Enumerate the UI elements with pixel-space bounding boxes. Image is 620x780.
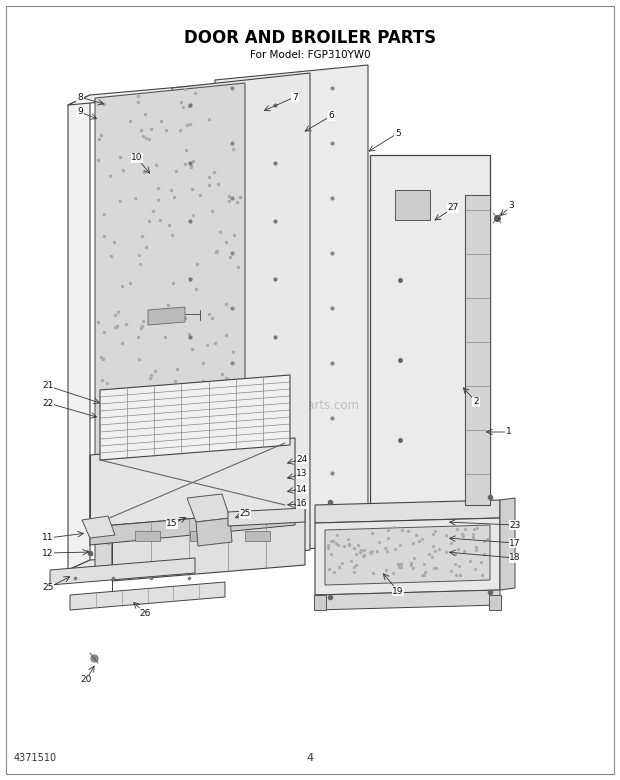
Text: 10: 10 [131,154,143,162]
Polygon shape [82,516,115,538]
Polygon shape [90,510,295,545]
Text: 11: 11 [42,534,54,543]
Text: 15: 15 [166,519,178,529]
Text: 3: 3 [508,201,514,211]
Polygon shape [68,548,260,570]
Polygon shape [489,595,501,610]
Text: DOOR AND BROILER PARTS: DOOR AND BROILER PARTS [184,29,436,47]
Polygon shape [148,307,185,325]
Text: 2: 2 [473,398,479,406]
Polygon shape [172,73,310,565]
Text: 20: 20 [81,675,92,685]
Text: 14: 14 [296,484,308,494]
Polygon shape [314,595,326,610]
Polygon shape [187,494,230,522]
Text: 21: 21 [42,381,54,391]
Text: 8: 8 [77,93,83,101]
Text: 13: 13 [296,470,308,478]
Polygon shape [395,190,430,220]
Text: 4371510: 4371510 [14,753,57,763]
Polygon shape [245,531,270,541]
Polygon shape [215,65,368,558]
Text: For Model: FGP310YW0: For Model: FGP310YW0 [250,50,370,60]
Polygon shape [68,80,260,105]
Polygon shape [68,95,90,570]
Text: 22: 22 [42,399,53,407]
Text: 9: 9 [77,108,83,116]
Polygon shape [315,500,500,523]
Text: 6: 6 [328,112,334,120]
Text: 25: 25 [239,509,250,519]
Text: 7: 7 [292,93,298,101]
Polygon shape [315,590,500,610]
Polygon shape [90,438,295,527]
Text: 18: 18 [509,554,521,562]
Polygon shape [135,531,160,541]
Polygon shape [50,558,195,585]
Polygon shape [100,375,290,460]
Polygon shape [370,155,490,555]
Text: 23: 23 [509,520,521,530]
Polygon shape [500,498,515,590]
Text: 5: 5 [395,129,401,137]
Polygon shape [228,508,305,526]
Text: 17: 17 [509,538,521,548]
Text: 27: 27 [447,204,459,212]
Polygon shape [325,525,490,585]
Text: 19: 19 [392,587,404,595]
Text: 16: 16 [296,499,308,509]
Text: 1: 1 [506,427,512,437]
Polygon shape [315,518,500,595]
Text: 24: 24 [296,455,308,463]
Text: 26: 26 [140,608,151,618]
Text: ReplacementParts.com: ReplacementParts.com [223,399,360,412]
Text: 4: 4 [306,753,314,763]
Polygon shape [95,83,245,567]
Polygon shape [70,582,225,610]
Polygon shape [196,518,232,546]
Polygon shape [112,504,305,581]
Polygon shape [465,195,490,505]
Text: 25: 25 [42,583,54,593]
Text: 12: 12 [42,548,54,558]
Polygon shape [190,531,215,541]
